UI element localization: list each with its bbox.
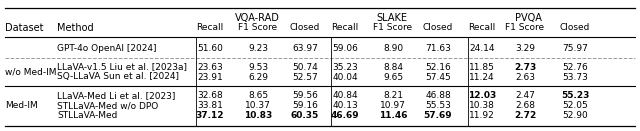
Text: 52.76: 52.76 bbox=[562, 62, 588, 72]
Text: 59.06: 59.06 bbox=[332, 43, 358, 53]
Text: 51.60: 51.60 bbox=[197, 43, 223, 53]
Text: 46.88: 46.88 bbox=[425, 91, 451, 100]
Text: SLAKE: SLAKE bbox=[376, 13, 407, 23]
Text: 59.56: 59.56 bbox=[292, 91, 318, 100]
Text: 10.38: 10.38 bbox=[469, 102, 495, 111]
Text: w/o Med-IM: w/o Med-IM bbox=[5, 67, 56, 77]
Text: 10.83: 10.83 bbox=[244, 111, 272, 121]
Text: 52.57: 52.57 bbox=[292, 72, 318, 81]
Text: Dataset: Dataset bbox=[5, 23, 44, 33]
Text: Med-IM: Med-IM bbox=[5, 102, 38, 111]
Text: Recall: Recall bbox=[196, 23, 223, 32]
Text: F1 Score: F1 Score bbox=[239, 23, 278, 32]
Text: F1 Score: F1 Score bbox=[373, 23, 413, 32]
Text: 71.63: 71.63 bbox=[425, 43, 451, 53]
Text: 55.53: 55.53 bbox=[425, 102, 451, 111]
Text: 52.05: 52.05 bbox=[562, 102, 588, 111]
Text: 37.12: 37.12 bbox=[196, 111, 224, 121]
Text: 24.14: 24.14 bbox=[469, 43, 495, 53]
Text: 3.29: 3.29 bbox=[515, 43, 535, 53]
Text: 2.73: 2.73 bbox=[514, 62, 536, 72]
Text: LLaVA-v1.5 Liu et al. [2023a]: LLaVA-v1.5 Liu et al. [2023a] bbox=[57, 62, 187, 72]
Text: Closed: Closed bbox=[290, 23, 320, 32]
Text: F1 Score: F1 Score bbox=[506, 23, 545, 32]
Text: 32.68: 32.68 bbox=[197, 91, 223, 100]
Text: STLLaVA-Med w/o DPO: STLLaVA-Med w/o DPO bbox=[57, 102, 158, 111]
Text: 52.90: 52.90 bbox=[562, 111, 588, 121]
Text: 23.63: 23.63 bbox=[197, 62, 223, 72]
Text: 2.47: 2.47 bbox=[515, 91, 535, 100]
Text: 50.74: 50.74 bbox=[292, 62, 318, 72]
Text: 40.13: 40.13 bbox=[332, 102, 358, 111]
Text: 11.85: 11.85 bbox=[469, 62, 495, 72]
Text: Recall: Recall bbox=[332, 23, 358, 32]
Text: 55.23: 55.23 bbox=[561, 91, 589, 100]
Text: 8.90: 8.90 bbox=[383, 43, 403, 53]
Text: 40.84: 40.84 bbox=[332, 91, 358, 100]
Text: PVQA: PVQA bbox=[515, 13, 542, 23]
Text: 35.23: 35.23 bbox=[332, 62, 358, 72]
Text: 8.21: 8.21 bbox=[383, 91, 403, 100]
Text: 9.53: 9.53 bbox=[248, 62, 268, 72]
Text: STLLaVA-Med: STLLaVA-Med bbox=[57, 111, 117, 121]
Text: 46.69: 46.69 bbox=[331, 111, 359, 121]
Text: 40.04: 40.04 bbox=[332, 72, 358, 81]
Text: 23.91: 23.91 bbox=[197, 72, 223, 81]
Text: VQA-RAD: VQA-RAD bbox=[235, 13, 280, 23]
Text: Method: Method bbox=[57, 23, 93, 33]
Text: Recall: Recall bbox=[468, 23, 495, 32]
Text: 10.37: 10.37 bbox=[245, 102, 271, 111]
Text: 8.65: 8.65 bbox=[248, 91, 268, 100]
Text: 6.29: 6.29 bbox=[248, 72, 268, 81]
Text: 60.35: 60.35 bbox=[291, 111, 319, 121]
Text: 75.97: 75.97 bbox=[562, 43, 588, 53]
Text: 11.46: 11.46 bbox=[379, 111, 407, 121]
Text: 12.03: 12.03 bbox=[468, 91, 496, 100]
Text: 53.73: 53.73 bbox=[562, 72, 588, 81]
Text: 2.68: 2.68 bbox=[515, 102, 535, 111]
Text: 9.65: 9.65 bbox=[383, 72, 403, 81]
Text: 33.81: 33.81 bbox=[197, 102, 223, 111]
Text: 63.97: 63.97 bbox=[292, 43, 318, 53]
Text: LLaVA-Med Li et al. [2023]: LLaVA-Med Li et al. [2023] bbox=[57, 91, 175, 100]
Text: 52.16: 52.16 bbox=[425, 62, 451, 72]
Text: GPT-4o OpenAI [2024]: GPT-4o OpenAI [2024] bbox=[57, 43, 157, 53]
Text: 11.92: 11.92 bbox=[469, 111, 495, 121]
Text: 9.23: 9.23 bbox=[248, 43, 268, 53]
Text: 59.16: 59.16 bbox=[292, 102, 318, 111]
Text: 10.97: 10.97 bbox=[380, 102, 406, 111]
Text: 2.63: 2.63 bbox=[515, 72, 535, 81]
Text: Closed: Closed bbox=[560, 23, 590, 32]
Text: 57.69: 57.69 bbox=[424, 111, 452, 121]
Text: Closed: Closed bbox=[423, 23, 453, 32]
Text: SQ-LLaVA Sun et al. [2024]: SQ-LLaVA Sun et al. [2024] bbox=[57, 72, 179, 81]
Text: 11.24: 11.24 bbox=[469, 72, 495, 81]
Text: 2.72: 2.72 bbox=[514, 111, 536, 121]
Text: 57.45: 57.45 bbox=[425, 72, 451, 81]
Text: 8.84: 8.84 bbox=[383, 62, 403, 72]
